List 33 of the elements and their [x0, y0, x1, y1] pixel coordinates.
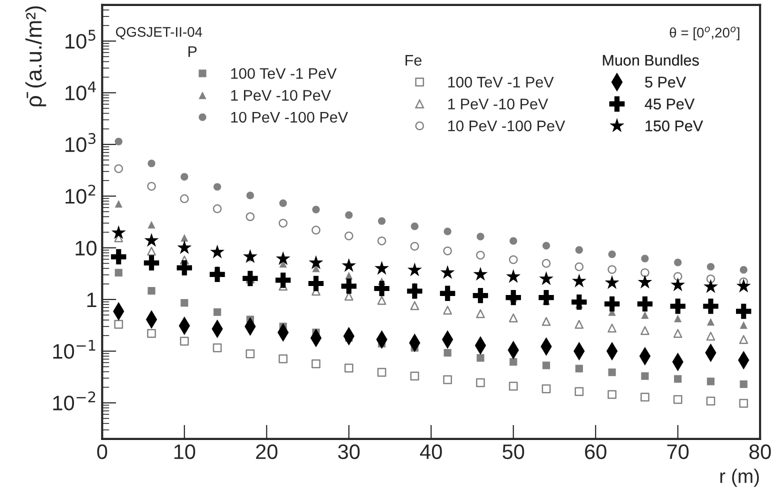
x-tick-label: 10 — [174, 444, 196, 460]
x-tick-label: 80 — [749, 444, 771, 460]
x-tick-label: 0 — [97, 444, 108, 460]
y-tick-label: 10$^{4}$ — [66, 82, 96, 100]
y-tick-label: 10$^{−1}$ — [53, 340, 96, 359]
legend-label: 45 PeV — [644, 98, 695, 110]
annotation: Fe — [406, 55, 422, 66]
legend-label: 1 PeV -10 PeV — [231, 90, 332, 101]
annotation: θ = [0$^{o}$,20$^{o}$] — [670, 26, 740, 40]
annotation: QGSJET-II-04 — [116, 27, 202, 40]
y-tick-label: 10$^{−2}$ — [53, 391, 96, 410]
legend-label: 100 TeV -1 PeV — [231, 68, 337, 79]
y-tick-label: 10$^{5}$ — [66, 30, 96, 49]
legend-label: 1 PeV -10 PeV — [448, 98, 548, 110]
annotation: P — [188, 46, 197, 57]
y-axis-title: ρ̄ (a.u./m²) — [25, 6, 46, 106]
x-tick-label: 30 — [338, 444, 360, 460]
x-tick-label: 70 — [667, 444, 689, 460]
x-tick-label: 60 — [585, 444, 606, 460]
x-tick-label: 50 — [502, 444, 524, 460]
y-tick-label: 10$^{2}$ — [66, 184, 96, 204]
x-axis-title: r (m) — [720, 468, 759, 487]
legend-label: 10 PeV -100 PeV — [231, 112, 348, 123]
y-tick-label: 10$^{3}$ — [66, 133, 96, 152]
annotation: Muon Bundles — [602, 54, 699, 66]
y-tick-label: 1 — [87, 292, 96, 308]
x-tick-label: 20 — [256, 444, 278, 460]
legend-label: 150 PeV — [646, 120, 704, 132]
legend-label: 100 TeV -1 PeV — [448, 76, 554, 88]
x-tick-label: 40 — [420, 444, 442, 460]
y-tick-label: 10 — [76, 240, 96, 256]
legend-label: 10 PeV -100 PeV — [448, 120, 566, 132]
legend-label: 5 PeV — [645, 76, 686, 88]
